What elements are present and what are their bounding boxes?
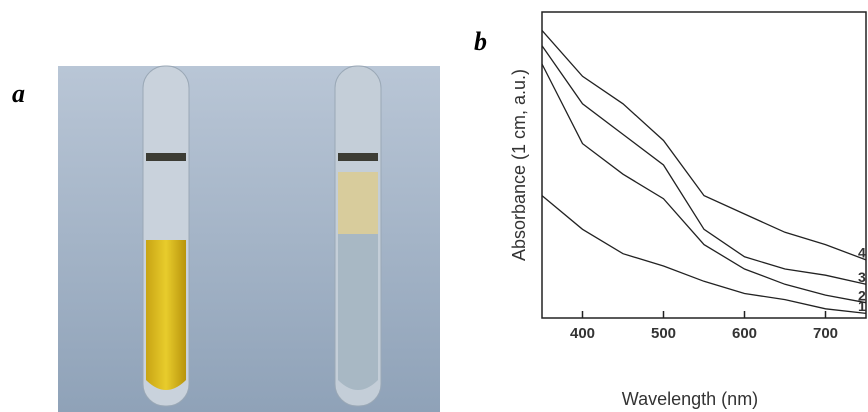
line [541,45,867,285]
line [541,195,867,315]
series-label: 1 [858,298,866,314]
plot-frame [541,11,867,319]
series-label: 2 [858,287,866,303]
panel-label: b [474,27,487,56]
panel-label: a [12,79,25,108]
series-label: 4 [858,245,866,261]
line [541,29,867,261]
y-axis-label: Absorbance (1 cm, a.u.) [509,69,529,261]
photo [58,65,440,412]
x-axis-label: Wavelength (nm) [622,389,758,409]
series-label: 3 [858,269,866,285]
x-tick-label: 500 [651,325,676,342]
x-tick-label: 700 [813,325,838,342]
line [541,63,867,304]
x-tick-label: 600 [732,325,757,342]
x-tick-label: 400 [570,325,595,342]
